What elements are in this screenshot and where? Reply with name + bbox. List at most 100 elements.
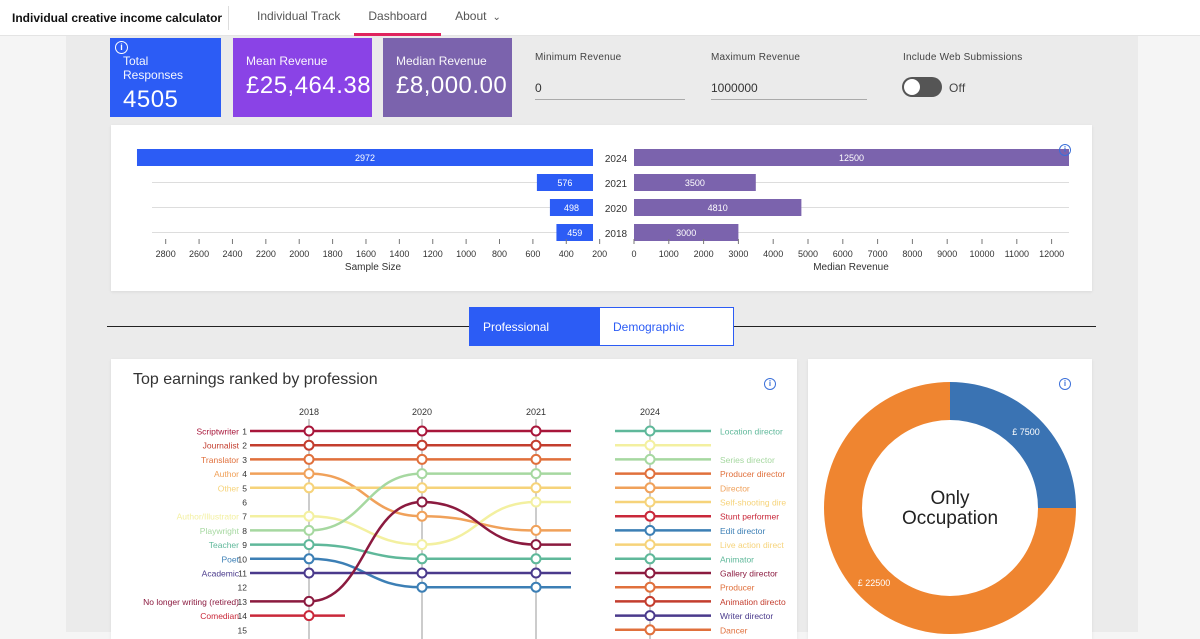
rank-point (530, 482, 542, 494)
info-icon[interactable]: i (1059, 378, 1071, 390)
rank-point (416, 567, 428, 579)
x-tick-label: 2400 (222, 249, 242, 259)
rank-number: 10 (238, 554, 248, 564)
rank-point (303, 610, 315, 622)
x-tick-label: 3000 (728, 249, 748, 259)
rank-point (644, 539, 656, 551)
x-tick-label: 2200 (256, 249, 276, 259)
rank-number: 3 (242, 455, 247, 465)
rank-point (530, 496, 542, 508)
rank-point (644, 496, 656, 508)
info-icon[interactable]: i (764, 378, 776, 390)
rank-point (644, 624, 656, 636)
rank-point (303, 439, 315, 451)
rank-number: 1 (242, 427, 247, 437)
profession-label: Scriptwriter (196, 427, 239, 437)
sample-size-bar (556, 224, 593, 241)
donut-center-label: Occupation (902, 508, 998, 529)
year-label: 2020 (605, 204, 628, 215)
profession-label: No longer writing (retired) (143, 597, 239, 607)
rank-point (530, 425, 542, 437)
rank-number: 4 (242, 469, 247, 479)
x-tick-label: 1000 (456, 249, 476, 259)
info-icon[interactable]: i (115, 41, 128, 54)
profession-label: Edit director (720, 526, 766, 536)
rank-point (416, 496, 428, 508)
rank-line (250, 472, 571, 532)
year-label: 2021 (526, 407, 546, 417)
profession-label: Location director (720, 427, 783, 437)
rank-point (644, 425, 656, 437)
rank-point (644, 482, 656, 494)
dashboard-page: i Total Responses 4505 Mean Revenue £25,… (66, 36, 1138, 639)
occupation-donut-card: i £ 7500 £ 22500 Only Occupation (808, 359, 1092, 639)
profession-label: Journalist (203, 441, 240, 451)
x-tick-label: 10000 (969, 249, 994, 259)
rank-number: 14 (238, 611, 248, 621)
profession-label: Series director (720, 455, 775, 465)
donut-slice (950, 382, 1076, 508)
info-icon[interactable]: i (1059, 144, 1071, 156)
rank-point (530, 468, 542, 480)
tab-demographic[interactable]: Demographic (599, 307, 734, 346)
rank-point (530, 553, 542, 565)
tab-professional[interactable]: Professional (469, 307, 600, 346)
rank-point (303, 553, 315, 565)
rank-number: 2 (242, 441, 247, 451)
bar-value-label: 2972 (355, 153, 375, 163)
mean-revenue-value: £25,464.38 (246, 72, 372, 99)
nav-individual-track[interactable]: Individual Track (257, 8, 341, 23)
x-tick-label: 11000 (1005, 249, 1029, 259)
year-label: 2018 (299, 407, 319, 417)
year-bars-card: 2972 2024 576 2021 498 2020 459 2018 12500 3500 48… (111, 125, 1092, 291)
rank-point (303, 595, 315, 607)
nav-dashboard[interactable]: Dashboard (354, 0, 441, 36)
profession-label: Academic (202, 569, 240, 579)
x-tick-label: 1200 (423, 249, 443, 259)
median-revenue-tile: Median Revenue £8,000.00 (383, 38, 512, 117)
x-tick-label: 2000 (289, 249, 309, 259)
rank-point (530, 539, 542, 551)
rank-point (303, 482, 315, 494)
rank-point (644, 510, 656, 522)
rank-point (303, 510, 315, 522)
rank-point (644, 581, 656, 593)
rank-point (530, 453, 542, 465)
nav-divider (228, 5, 229, 30)
section-divider-left (107, 326, 469, 327)
median-revenue-label: Median Revenue (396, 54, 487, 68)
min-revenue-input[interactable] (535, 81, 685, 100)
x-tick-label: 5000 (798, 249, 818, 259)
rank-point (644, 553, 656, 565)
rank-point (303, 453, 315, 465)
x-axis-label: Median Revenue (813, 262, 889, 273)
profession-label: Comedian (200, 611, 239, 621)
web-submissions-toggle[interactable] (902, 77, 942, 97)
rank-number: 6 (242, 498, 247, 508)
top-navbar: Individual creative income calculator In… (0, 0, 1200, 36)
rank-point (644, 524, 656, 536)
bar-value-label: 3000 (676, 228, 696, 238)
nav-about[interactable]: About ⌄ (441, 0, 515, 36)
nav-about-label: About (455, 8, 487, 23)
year-label: 2021 (605, 179, 628, 190)
bar-value-label: 3500 (685, 178, 705, 188)
x-tick-label: 1800 (323, 249, 343, 259)
sample-size-bar (136, 149, 593, 166)
x-tick-label: 8000 (902, 249, 922, 259)
rank-point (530, 524, 542, 536)
x-tick-label: 2800 (156, 249, 176, 259)
rank-number: 12 (238, 583, 248, 593)
year-label: 2024 (605, 154, 628, 165)
chevron-down-icon: ⌄ (492, 11, 501, 23)
max-revenue-input[interactable] (711, 81, 867, 100)
rank-point (416, 553, 428, 565)
profession-label: Translator (201, 455, 239, 465)
x-axis-label: Sample Size (345, 262, 402, 273)
profession-label: Director (720, 483, 750, 493)
profession-label: Poet (222, 554, 240, 564)
profession-label: Author (214, 469, 239, 479)
x-tick-label: 2600 (189, 249, 209, 259)
profession-label: Animator (720, 554, 754, 564)
rank-point (416, 439, 428, 451)
